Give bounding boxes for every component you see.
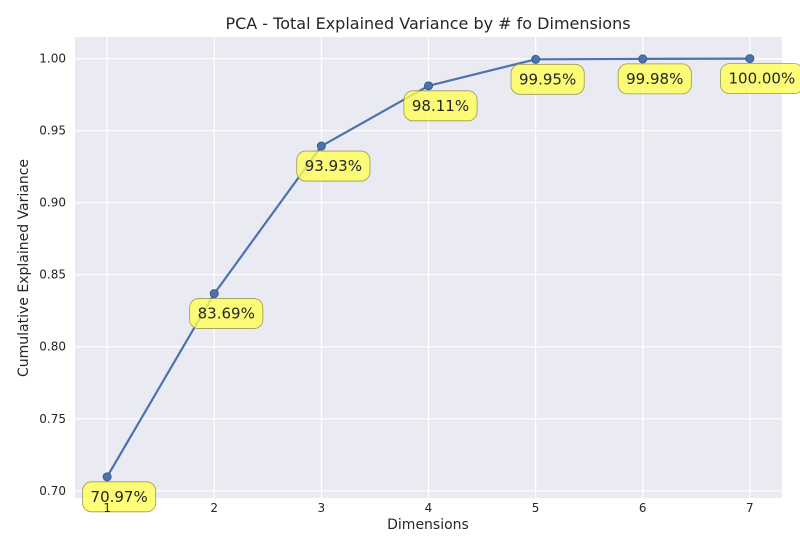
annotations: 70.97% 83.69% 93.93% 98.11% 99.95% 99.98% 100.… — [82, 63, 800, 513]
chart-title: PCA - Total Explained Variance by # fo D… — [225, 14, 630, 33]
value-callout: 99.95% — [510, 63, 585, 95]
data-points — [102, 54, 755, 482]
x-tick-label: 4 — [425, 501, 433, 515]
y-tick-label: 0.95 — [39, 124, 66, 138]
data-point — [745, 54, 755, 64]
data-point — [424, 81, 433, 91]
value-callout: 83.69% — [189, 298, 264, 329]
callout-box — [82, 481, 157, 513]
x-tick-label: 5 — [532, 501, 540, 515]
x-axis-label: Dimensions — [387, 517, 469, 533]
value-callout: 100.00% — [720, 63, 800, 95]
x-tick-label: 3 — [318, 501, 326, 515]
data-point — [102, 472, 112, 482]
callout-label: 83.69% — [198, 305, 255, 323]
callout-box — [296, 150, 371, 182]
y-tick-label: 0.85 — [39, 268, 66, 282]
data-point — [531, 54, 541, 64]
callout-label: 70.97% — [91, 488, 148, 506]
x-tick-label: 1 — [103, 501, 111, 515]
y-tick-label: 0.80 — [39, 340, 66, 354]
value-callout: 93.93% — [296, 150, 371, 182]
data-point — [316, 141, 326, 151]
callout-box — [403, 90, 478, 122]
callout-box — [189, 298, 264, 329]
callout-label: 93.93% — [305, 157, 362, 175]
callout-box — [720, 63, 800, 95]
x-tick-label: 6 — [639, 501, 647, 515]
value-callout: 98.11% — [403, 90, 478, 122]
callout-label: 99.95% — [519, 70, 576, 88]
y-tick-label: 0.75 — [39, 412, 66, 426]
callout-label: 98.11% — [412, 97, 469, 115]
value-callout: 99.98% — [617, 63, 692, 95]
data-point — [209, 289, 219, 299]
tick-labels: 1 2 3 4 5 6 7 0.70 0.75 0.80 0.85 0.90 0.95 1.00 — [39, 52, 753, 515]
value-callout: 70.97% — [82, 481, 157, 513]
callout-box — [617, 63, 692, 95]
x-tick-label: 7 — [746, 501, 754, 515]
y-axis-label: Cumulative Explained Variance — [16, 159, 32, 377]
callout-label: 99.98% — [626, 70, 683, 88]
y-tick-label: 0.90 — [39, 196, 66, 210]
y-tick-label: 1.00 — [39, 52, 66, 66]
grid — [75, 37, 782, 498]
callout-label: 100.00% — [728, 70, 795, 88]
x-tick-label: 2 — [210, 501, 218, 515]
data-point — [638, 54, 648, 64]
y-tick-label: 0.70 — [39, 484, 66, 498]
callout-box — [510, 63, 585, 95]
